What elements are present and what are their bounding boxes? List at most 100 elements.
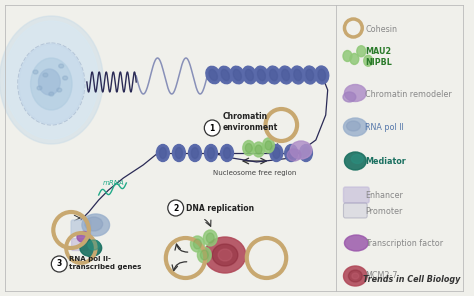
Ellipse shape — [285, 144, 298, 162]
Ellipse shape — [266, 66, 281, 84]
Ellipse shape — [189, 144, 201, 162]
Ellipse shape — [364, 55, 373, 66]
Ellipse shape — [206, 233, 214, 243]
Ellipse shape — [221, 69, 229, 81]
Ellipse shape — [193, 239, 201, 249]
Text: MAU2
NIPBL: MAU2 NIPBL — [365, 47, 392, 67]
Ellipse shape — [345, 152, 366, 170]
Text: mRNA: mRNA — [103, 180, 124, 186]
Circle shape — [168, 200, 183, 216]
Text: RNA pol II: RNA pol II — [365, 123, 404, 131]
Ellipse shape — [348, 270, 362, 282]
Ellipse shape — [245, 144, 252, 152]
Ellipse shape — [38, 69, 60, 95]
Ellipse shape — [315, 66, 328, 84]
Ellipse shape — [77, 231, 91, 242]
Ellipse shape — [0, 16, 103, 144]
Ellipse shape — [37, 86, 42, 90]
Ellipse shape — [270, 69, 277, 81]
Ellipse shape — [85, 217, 103, 231]
Ellipse shape — [208, 147, 215, 159]
Ellipse shape — [343, 92, 356, 102]
Ellipse shape — [291, 66, 305, 84]
Ellipse shape — [343, 51, 352, 62]
Ellipse shape — [173, 144, 185, 162]
Ellipse shape — [357, 46, 366, 57]
Ellipse shape — [156, 144, 169, 162]
Ellipse shape — [243, 141, 255, 155]
Text: MCM2-7: MCM2-7 — [365, 271, 398, 281]
Ellipse shape — [303, 66, 317, 84]
Circle shape — [51, 256, 67, 272]
Text: 3: 3 — [56, 260, 62, 268]
Ellipse shape — [80, 239, 101, 257]
Text: Promoter: Promoter — [365, 207, 402, 215]
Ellipse shape — [201, 250, 208, 260]
Ellipse shape — [33, 70, 38, 74]
FancyBboxPatch shape — [71, 220, 91, 236]
Ellipse shape — [159, 147, 166, 159]
Ellipse shape — [282, 69, 290, 81]
Ellipse shape — [197, 247, 211, 263]
Text: Cohesin: Cohesin — [365, 25, 397, 33]
Text: Chromatin
environment: Chromatin environment — [223, 112, 278, 132]
Ellipse shape — [49, 92, 54, 96]
Ellipse shape — [4, 21, 98, 139]
Ellipse shape — [255, 145, 262, 154]
Ellipse shape — [344, 266, 367, 286]
Ellipse shape — [350, 54, 359, 65]
FancyBboxPatch shape — [344, 203, 367, 218]
Ellipse shape — [209, 70, 218, 81]
Ellipse shape — [212, 244, 238, 266]
Ellipse shape — [31, 58, 72, 110]
Ellipse shape — [191, 147, 199, 159]
Ellipse shape — [218, 249, 232, 261]
Ellipse shape — [175, 147, 182, 159]
Ellipse shape — [306, 69, 314, 81]
Text: 2: 2 — [173, 204, 178, 213]
Ellipse shape — [257, 69, 265, 81]
Ellipse shape — [287, 149, 301, 161]
Ellipse shape — [318, 69, 326, 81]
Text: Enhancer: Enhancer — [365, 191, 403, 200]
Ellipse shape — [344, 118, 367, 136]
Ellipse shape — [290, 141, 312, 159]
Text: Chromatin remodeler: Chromatin remodeler — [365, 89, 452, 99]
Ellipse shape — [270, 144, 283, 162]
Ellipse shape — [206, 66, 220, 84]
Ellipse shape — [204, 237, 246, 273]
Ellipse shape — [191, 236, 204, 252]
Ellipse shape — [203, 230, 217, 246]
Ellipse shape — [345, 84, 366, 102]
Circle shape — [204, 120, 220, 136]
Ellipse shape — [265, 141, 272, 150]
Ellipse shape — [346, 121, 360, 131]
Ellipse shape — [345, 235, 368, 251]
Ellipse shape — [19, 44, 84, 124]
Ellipse shape — [218, 66, 233, 84]
Text: Nucleosome free region: Nucleosome free region — [213, 170, 296, 176]
Text: DNA replication: DNA replication — [185, 204, 254, 213]
Text: 1: 1 — [210, 123, 215, 133]
Ellipse shape — [88, 240, 100, 250]
Ellipse shape — [82, 214, 109, 236]
Text: RNA pol II-
transcribed genes: RNA pol II- transcribed genes — [69, 256, 141, 270]
Ellipse shape — [43, 73, 48, 77]
Ellipse shape — [59, 64, 64, 68]
Ellipse shape — [294, 69, 301, 81]
Ellipse shape — [263, 138, 274, 153]
Ellipse shape — [246, 69, 254, 81]
Ellipse shape — [253, 142, 264, 157]
Text: Trends in Cell Biology: Trends in Cell Biology — [363, 275, 460, 284]
FancyBboxPatch shape — [72, 239, 88, 250]
Text: Mediator: Mediator — [365, 157, 406, 165]
Ellipse shape — [351, 155, 363, 163]
Ellipse shape — [220, 144, 233, 162]
Ellipse shape — [230, 66, 245, 84]
Ellipse shape — [223, 147, 230, 159]
Ellipse shape — [205, 144, 218, 162]
Text: Transcription factor: Transcription factor — [365, 239, 443, 247]
Ellipse shape — [63, 76, 68, 80]
Ellipse shape — [288, 147, 295, 159]
Ellipse shape — [302, 147, 310, 159]
